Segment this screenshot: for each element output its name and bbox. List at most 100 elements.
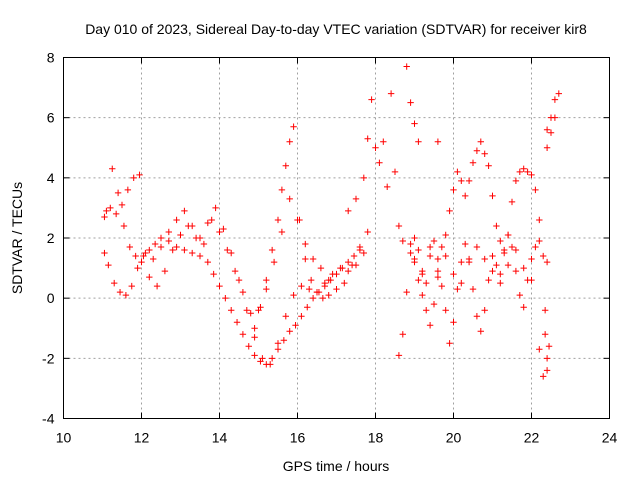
data-point (189, 249, 196, 257)
data-point (458, 258, 465, 266)
data-point (438, 282, 445, 290)
data-point (446, 207, 453, 215)
data-point (290, 291, 297, 299)
data-point (304, 303, 311, 311)
series-track-C (101, 171, 367, 368)
data-point (286, 195, 293, 203)
data-point (319, 294, 327, 302)
data-point (257, 303, 264, 311)
data-point (309, 294, 317, 302)
data-point (360, 174, 367, 182)
data-point (290, 123, 297, 130)
data-point (189, 222, 196, 230)
data-point (493, 222, 500, 230)
data-point (306, 285, 313, 293)
data-point (210, 270, 217, 278)
data-point (239, 288, 247, 296)
axis-ticks (63, 57, 610, 419)
data-point (341, 279, 348, 287)
data-point (356, 243, 364, 251)
data-point (245, 343, 252, 350)
data-point (465, 177, 473, 185)
series-track-F (395, 114, 559, 359)
data-point (224, 246, 231, 254)
data-point (473, 147, 481, 154)
data-point (173, 216, 180, 224)
data-point (122, 291, 130, 299)
data-point (124, 186, 132, 194)
data-point (450, 270, 457, 278)
data-point (532, 243, 539, 251)
data-point (243, 307, 250, 314)
series-isolated (434, 138, 553, 374)
data-point (118, 201, 126, 209)
data-point (520, 264, 527, 272)
data-point (528, 171, 535, 179)
data-point (165, 228, 172, 236)
data-point (536, 346, 543, 353)
data-point (450, 319, 457, 326)
data-point (434, 267, 442, 275)
data-point (307, 276, 315, 284)
data-point (368, 96, 375, 103)
data-point (136, 171, 143, 179)
data-point (296, 216, 303, 224)
data-point (251, 334, 258, 341)
data-point (411, 120, 418, 127)
data-point (376, 159, 383, 166)
data-point (350, 252, 358, 260)
data-point (212, 204, 219, 212)
data-point (430, 300, 438, 308)
data-point (497, 279, 504, 287)
data-point (270, 258, 278, 266)
data-point (138, 258, 145, 266)
data-point (235, 276, 243, 284)
data-point (298, 313, 305, 320)
data-point (541, 307, 549, 314)
data-point (216, 282, 223, 290)
data-point (407, 249, 414, 257)
data-point (473, 243, 481, 251)
data-point (274, 340, 282, 347)
data-point (512, 267, 520, 275)
data-point (112, 210, 120, 218)
data-point (153, 282, 161, 290)
y-tick-label: 2 (47, 230, 55, 246)
data-point (286, 138, 293, 145)
data-point (497, 237, 504, 245)
data-point (259, 355, 266, 362)
data-point (504, 261, 512, 269)
data-point (247, 310, 254, 317)
data-point (481, 307, 488, 314)
data-point (114, 189, 122, 197)
data-point (407, 240, 414, 248)
data-point (263, 285, 270, 293)
data-point (325, 291, 332, 299)
data-point (423, 307, 430, 314)
data-point (391, 168, 399, 176)
series-track-D (251, 123, 332, 332)
data-point (268, 355, 276, 362)
data-point (411, 234, 418, 242)
data-point (465, 258, 473, 266)
data-point (426, 322, 434, 329)
data-point (450, 186, 457, 194)
data-point (415, 276, 422, 284)
data-point (395, 222, 403, 230)
data-point (302, 240, 309, 248)
data-point (438, 243, 445, 251)
data-point (364, 228, 371, 236)
data-point (384, 183, 391, 191)
data-point (372, 144, 379, 151)
data-point (528, 276, 535, 284)
data-point (134, 264, 141, 272)
x-tick-labels: 10 12 14 16 18 20 22 24 (56, 430, 618, 446)
data-point (516, 291, 523, 299)
data-point (309, 255, 317, 263)
data-point (130, 174, 137, 182)
data-point (458, 177, 465, 185)
y-tick-labels: -4 -2 0 2 4 6 8 (42, 50, 55, 427)
data-point (220, 225, 227, 233)
data-point (228, 249, 235, 257)
data-point (399, 331, 406, 338)
